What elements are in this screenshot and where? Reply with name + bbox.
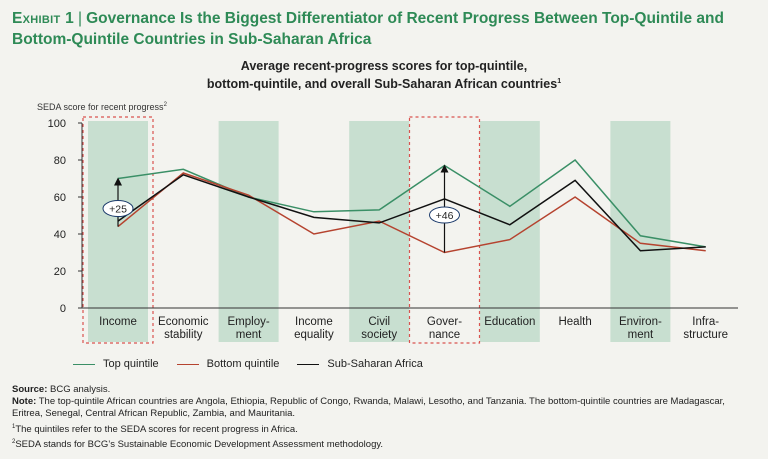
footnote-2-mark: 2	[12, 438, 16, 445]
legend-swatch	[73, 363, 95, 365]
legend-label: Bottom quintile	[206, 358, 280, 370]
source-line: Source: BCG analysis.	[12, 384, 757, 396]
footnote-2-text: SEDA stands for BCG’s Sustainable Econom…	[15, 439, 384, 451]
legend-swatch	[297, 363, 320, 365]
series-line	[117, 172, 706, 254]
legend-label: Sub-Saharan Africa	[327, 358, 423, 370]
x-tick-label: Income	[99, 316, 137, 328]
y-axis-label-text: SEDA score for recent progress	[37, 102, 164, 112]
exhibit-heading: Governance Is the Biggest Differentiator…	[12, 10, 724, 48]
x-tick-label: Gover-	[427, 316, 462, 328]
legend-label: Top quintile	[103, 358, 159, 370]
x-tick-label: ment	[236, 329, 262, 341]
highlight-box	[408, 116, 481, 344]
footnote-1-text: The quintiles refer to the SEDA scores f…	[15, 423, 298, 435]
note-text: The top-quintile African countries are A…	[12, 396, 725, 420]
y-tick-label: 80	[54, 155, 66, 167]
x-tick-label: Civil	[368, 316, 390, 328]
annotation-arrow-head	[440, 164, 449, 173]
exhibit-title: Exhibit 1 | Governance Is the Biggest Diff…	[12, 8, 757, 50]
y-tick-label: 40	[54, 229, 66, 241]
y-tick-label: 60	[54, 192, 66, 204]
category-band	[479, 121, 540, 342]
legend-item: Bottom quintile	[176, 358, 280, 370]
series-line	[117, 158, 706, 248]
x-tick-label: Infra-	[692, 316, 719, 328]
legend-swatch	[176, 363, 199, 365]
category-band	[610, 121, 671, 342]
legend: Top quintile Bottom quintile Sub-Saharan A…	[73, 358, 441, 370]
legend-item: Top quintile	[73, 358, 159, 370]
chart-title-footnote: 1	[557, 78, 562, 85]
x-tick-label: nance	[429, 329, 460, 341]
y-tick-label: 100	[48, 118, 66, 130]
notes: Source: BCG analysis. Note: The top-quin…	[12, 384, 757, 451]
highlight-box	[82, 116, 154, 344]
x-tick-label: Environ-	[619, 316, 662, 328]
chart-title-line-2: bottom-quintile, and overall Sub-Saharan…	[0, 74, 768, 92]
x-tick-label: Income	[295, 316, 333, 328]
annotation-badge	[102, 200, 134, 218]
series-line	[117, 173, 706, 252]
y-axis-label: SEDA score for recent progress2	[37, 102, 167, 112]
source-text: BCG analysis.	[50, 384, 111, 395]
x-tick-label: structure	[683, 329, 728, 341]
x-tick-label: Education	[484, 316, 535, 328]
x-tick-label: equality	[294, 329, 334, 341]
title-separator: |	[78, 10, 83, 27]
y-tick-label: 0	[60, 303, 66, 315]
x-tick-label: Economic	[158, 316, 209, 328]
footnote-2: 2SEDA stands for BCG’s Sustainable Econo…	[12, 436, 757, 451]
chart-title-line-2-text: bottom-quintile, and overall Sub-Saharan…	[206, 77, 558, 92]
exhibit-label: Exhibit 1	[12, 10, 75, 27]
annotation-badge	[429, 206, 460, 224]
note-line: Note: The top-quintile African countries…	[12, 396, 757, 420]
annotation-label: +25	[109, 204, 127, 216]
chart-title: Average recent-progress scores for top-q…	[0, 59, 768, 92]
source-label: Source:	[12, 384, 48, 395]
y-tick-label: 20	[54, 266, 66, 278]
x-tick-label: society	[361, 329, 397, 341]
annotation-label: +46	[436, 210, 454, 222]
x-tick-label: Employ-	[228, 316, 270, 328]
category-band	[88, 121, 148, 342]
note-label: Note:	[12, 396, 37, 408]
footnote-1-mark: 1	[12, 423, 16, 430]
footnote-1: 1The quintiles refer to the SEDA scores …	[12, 421, 757, 436]
chart-title-line-1: Average recent-progress scores for top-q…	[240, 59, 528, 73]
x-tick-label: ment	[628, 329, 654, 341]
legend-item: Sub-Saharan Africa	[297, 358, 423, 370]
category-band	[218, 121, 279, 342]
annotation-arrow-head	[114, 177, 122, 186]
x-tick-label: stability	[164, 329, 203, 341]
x-tick-label: Health	[558, 316, 591, 328]
y-axis-label-footnote: 2	[163, 102, 167, 108]
